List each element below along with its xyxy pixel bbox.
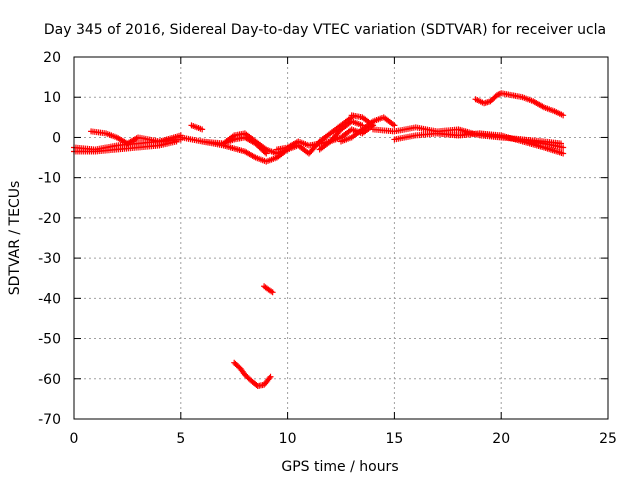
y-tick-label: -10 xyxy=(38,171,61,187)
y-tick-label: -40 xyxy=(38,291,61,307)
x-axis-title: GPS time / hours xyxy=(281,459,398,475)
series-trace-o xyxy=(434,130,567,157)
series-trace-j xyxy=(316,118,366,153)
plot-frame xyxy=(73,56,609,420)
series-trace-r xyxy=(261,283,276,296)
data-point xyxy=(560,150,567,157)
data-point xyxy=(266,375,273,382)
data-point xyxy=(391,122,398,129)
y-tick-label: -50 xyxy=(38,332,61,348)
x-tick-label: 0 xyxy=(70,431,79,447)
data-point xyxy=(173,138,180,145)
x-tick-label: 25 xyxy=(599,431,617,447)
y-tick-label: 10 xyxy=(43,90,61,106)
y-tick-label: 0 xyxy=(52,130,61,146)
data-point xyxy=(560,144,567,151)
series-trace-p xyxy=(472,90,567,119)
data-point xyxy=(558,140,565,147)
x-tick-label: 20 xyxy=(492,431,510,447)
y-tick-label: -20 xyxy=(38,211,61,227)
axis-ticks xyxy=(73,56,609,420)
series-trace-q xyxy=(231,359,274,390)
data-point xyxy=(269,289,276,296)
y-tick-label: -70 xyxy=(38,412,61,428)
data-point xyxy=(199,126,206,133)
series-trace-e xyxy=(188,122,206,133)
data-point xyxy=(267,373,274,380)
x-tick-label: 10 xyxy=(279,431,297,447)
chart-title: Day 345 of 2016, Sidereal Day-to-day VTE… xyxy=(44,22,606,38)
tick-labels: 0 5 10 15 20 25 20 10 0 -10 -20 -30 -40 -50 -60 -70 xyxy=(38,50,617,447)
y-tick-label: -30 xyxy=(38,251,61,267)
x-tick-label: 15 xyxy=(385,431,403,447)
data-series xyxy=(71,90,567,390)
data-point xyxy=(560,112,567,119)
series-trace-l xyxy=(348,112,377,129)
y-tick-label: 20 xyxy=(43,50,61,66)
y-axis-title: SDTVAR / TECUs xyxy=(7,181,23,296)
series-trace-c xyxy=(88,128,184,147)
y-tick-label: -60 xyxy=(38,372,61,388)
x-tick-label: 5 xyxy=(176,431,185,447)
